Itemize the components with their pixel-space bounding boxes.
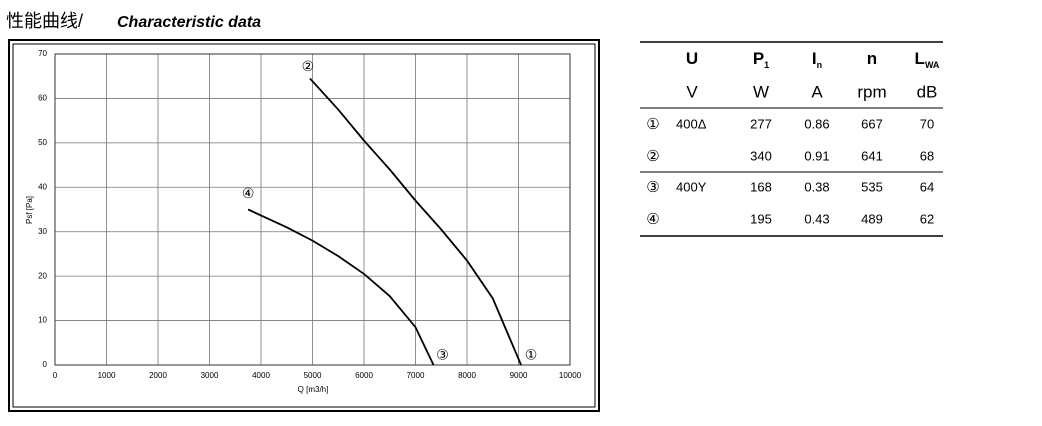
column-header: P1 <box>753 49 769 70</box>
cell: 68 <box>920 148 934 163</box>
point-label: ③ <box>436 347 449 363</box>
cell: 667 <box>861 116 883 131</box>
header-sub: WA <box>925 60 940 70</box>
row-marker: ③ <box>646 179 659 196</box>
row-marker: ④ <box>646 211 659 228</box>
cell: 0.91 <box>804 148 829 163</box>
cell: 168 <box>750 179 772 194</box>
x-tick-label: 4000 <box>252 371 270 380</box>
y-tick-label: 40 <box>38 182 47 191</box>
y-tick-label: 0 <box>43 360 48 369</box>
cell: 340 <box>750 148 772 163</box>
cell: 70 <box>920 116 934 131</box>
unit: rpm <box>857 82 886 101</box>
cell: 400Y <box>676 179 707 194</box>
x-tick-label: 3000 <box>201 371 219 380</box>
x-tick-label: 6000 <box>355 371 373 380</box>
cell: 0.38 <box>804 179 829 194</box>
column-header: n <box>867 49 877 68</box>
cell: 64 <box>920 179 934 194</box>
x-tick-label: 5000 <box>304 371 322 380</box>
chart-frame-inner <box>12 43 596 408</box>
point-label: ② <box>302 58 315 74</box>
x-tick-label: 10000 <box>559 371 582 380</box>
y-tick-label: 70 <box>38 49 47 58</box>
row-marker: ① <box>646 116 659 133</box>
y-tick-label: 50 <box>38 138 47 147</box>
point-label: ④ <box>242 185 255 201</box>
unit: A <box>811 82 823 101</box>
header-main: U <box>686 49 698 68</box>
header-main: I <box>812 49 817 68</box>
header-sub: 1 <box>764 60 769 70</box>
x-tick-label: 9000 <box>510 371 528 380</box>
x-tick-label: 0 <box>53 371 58 380</box>
curve <box>309 77 522 366</box>
row-marker: ② <box>646 148 659 165</box>
cell: 489 <box>861 211 883 226</box>
x-tick-label: 1000 <box>98 371 116 380</box>
header-sub: n <box>817 60 823 70</box>
cell: 0.86 <box>804 116 829 131</box>
header-main: L <box>915 49 925 68</box>
chart-frame <box>8 39 600 412</box>
x-axis-label: Q [m3/h] <box>298 385 329 394</box>
plot-border <box>54 53 571 366</box>
y-tick-label: 60 <box>38 94 47 103</box>
cell: 641 <box>861 148 883 163</box>
title-cn: 性能曲线/ <box>6 11 83 31</box>
unit: W <box>753 82 769 101</box>
column-header: LWA <box>915 49 940 70</box>
unit: V <box>686 82 698 101</box>
y-tick-label: 10 <box>38 316 47 325</box>
cell: 62 <box>920 211 934 226</box>
x-tick-label: 8000 <box>458 371 476 380</box>
cell: 400Δ <box>676 116 707 131</box>
header-main: n <box>867 49 877 68</box>
column-header: In <box>812 49 822 70</box>
y-axis-label: Psf [Pa] <box>25 196 34 224</box>
unit: dB <box>917 82 938 101</box>
x-tick-label: 2000 <box>149 371 167 380</box>
cell: 535 <box>861 179 883 194</box>
cell: 0.43 <box>804 211 829 226</box>
y-tick-label: 20 <box>38 271 47 280</box>
cell: 195 <box>750 211 772 226</box>
title-en: Characteristic data <box>117 14 261 31</box>
cell: 277 <box>750 116 772 131</box>
y-tick-label: 30 <box>38 227 47 236</box>
x-tick-label: 7000 <box>407 371 425 380</box>
header-main: P <box>753 49 764 68</box>
point-label: ① <box>525 347 538 363</box>
curve <box>247 208 435 366</box>
column-header: U <box>686 49 698 68</box>
